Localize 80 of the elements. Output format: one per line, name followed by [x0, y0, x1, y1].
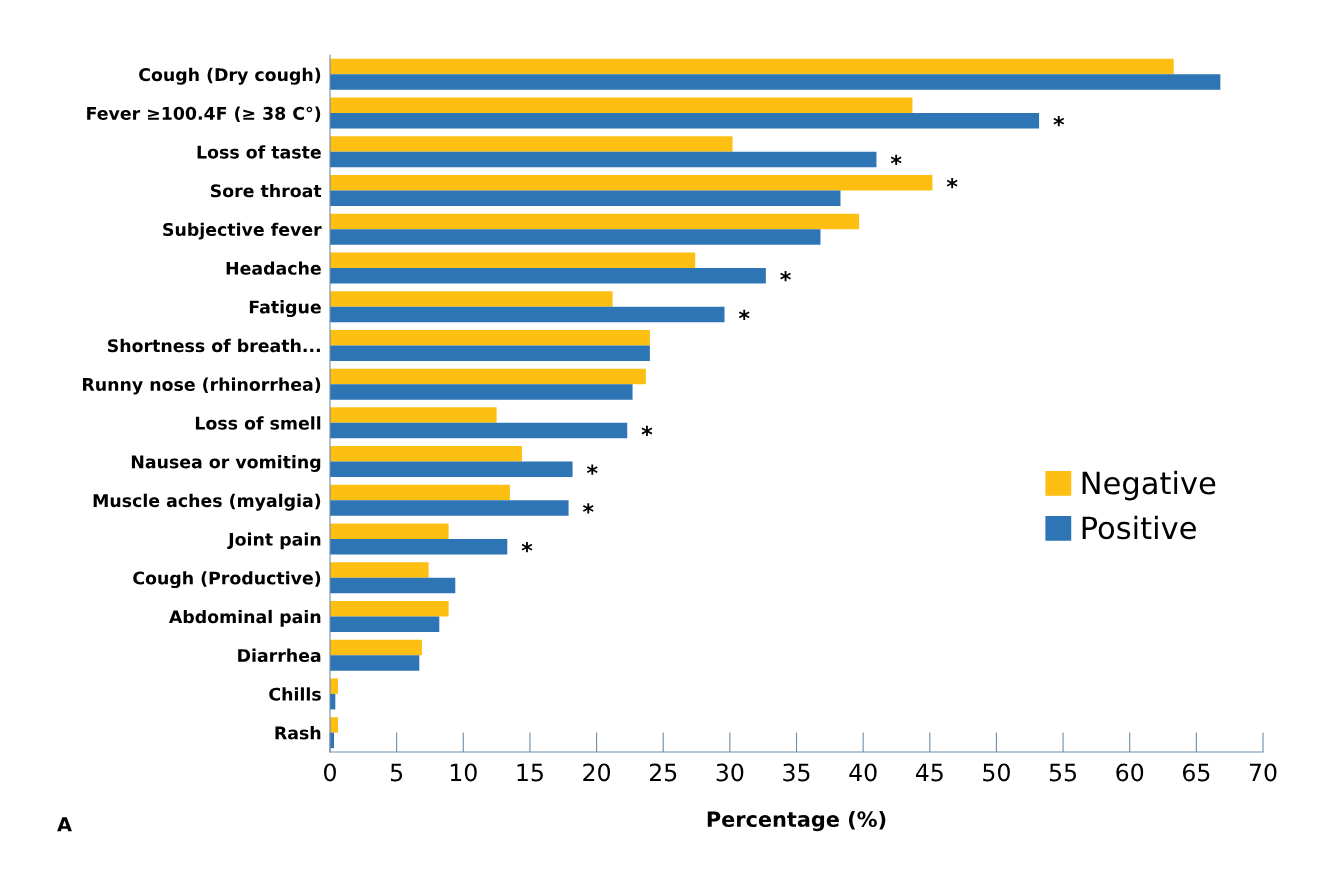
x-tick-label: 15 — [517, 763, 543, 782]
bar — [330, 678, 338, 694]
bar — [330, 151, 877, 168]
y-tick-label: Fever ≥100.4F (≥ 38 C°) — [87, 106, 321, 122]
bar — [330, 523, 449, 540]
y-tick-label: Runny nose (rhinorrhea) — [83, 377, 321, 395]
x-tick-label: 40 — [849, 763, 877, 782]
x-tick-label: 45 — [915, 763, 943, 782]
text: A — [57, 817, 72, 832]
annotation: * — [582, 503, 594, 514]
y-tick-label: Abdominal pain — [168, 609, 321, 627]
annotation: * — [641, 425, 653, 437]
bar — [330, 136, 733, 152]
bar — [330, 329, 650, 346]
y-tick-label: Loss of smell — [195, 416, 321, 430]
bar — [330, 213, 860, 230]
annotation: * — [780, 270, 791, 282]
x-tick-label: 70 — [1249, 763, 1277, 782]
y-tick-label: Diarrhea — [238, 648, 321, 663]
legend-label: Negative — [1082, 470, 1216, 501]
bar — [330, 539, 508, 555]
annotation: * — [1053, 116, 1065, 127]
x-tick-label: 10 — [450, 763, 477, 782]
bar — [330, 422, 628, 439]
bar — [330, 655, 420, 671]
bar — [330, 345, 650, 361]
y-tick-label: Fatigue — [249, 300, 321, 318]
bar — [330, 190, 841, 207]
bar — [330, 291, 613, 307]
bar — [330, 74, 1221, 90]
bar — [330, 577, 456, 594]
y-tick-label: Shortness of breath... — [107, 338, 320, 353]
bar — [330, 562, 429, 578]
bar — [330, 717, 338, 733]
y-tick-label: Headache — [226, 261, 321, 275]
y-tick-label: Nausea or vomiting — [131, 454, 321, 472]
bar — [330, 600, 449, 617]
x-tick-label: 35 — [783, 763, 810, 782]
x-tick-label: 60 — [1116, 763, 1144, 782]
x-tick-label: 30 — [716, 763, 744, 782]
y-tick-label: Muscle aches (myalgia) — [93, 493, 321, 511]
annotation: * — [521, 541, 533, 553]
y-tick-label: Subjective fever — [163, 222, 322, 240]
bar — [330, 384, 633, 400]
bar — [330, 446, 522, 462]
annotation: * — [890, 154, 902, 166]
bar — [330, 407, 497, 423]
annotation: * — [946, 177, 958, 189]
y-tick-label: Sore throat — [210, 183, 322, 198]
y-tick-label: Loss of taste — [197, 145, 321, 159]
bar — [330, 500, 569, 516]
bar — [330, 484, 510, 501]
bar — [330, 229, 821, 245]
x-tick-label: 55 — [1049, 763, 1077, 782]
x-tick-label: 5 — [390, 763, 403, 782]
bar — [330, 461, 573, 478]
annotation: * — [586, 464, 598, 475]
legend-label: Positive — [1082, 515, 1196, 540]
y-tick-label: Chills — [269, 687, 321, 701]
bar — [330, 252, 696, 268]
bar — [330, 639, 422, 656]
bar — [330, 267, 766, 284]
bar — [330, 306, 725, 323]
x-axis-title: Percentage (%) — [707, 810, 886, 832]
bar — [330, 58, 1174, 75]
y-tick-label: Joint pain — [227, 532, 321, 550]
x-tick-label: 65 — [1182, 763, 1210, 782]
x-tick-label: 25 — [649, 763, 677, 782]
bar — [330, 368, 646, 385]
bar — [330, 175, 933, 191]
x-tick-label: 20 — [583, 763, 611, 782]
x-tick-label: 0 — [324, 763, 336, 782]
x-tick-label: 50 — [983, 763, 1010, 782]
y-tick-label: Rash — [275, 726, 321, 740]
y-tick-label: Cough (Dry cough) — [139, 67, 321, 85]
bar — [330, 113, 1040, 129]
annotation: * — [738, 309, 750, 320]
bar — [330, 97, 913, 114]
bar — [330, 616, 440, 632]
y-tick-label: Cough (Productive) — [133, 571, 321, 589]
